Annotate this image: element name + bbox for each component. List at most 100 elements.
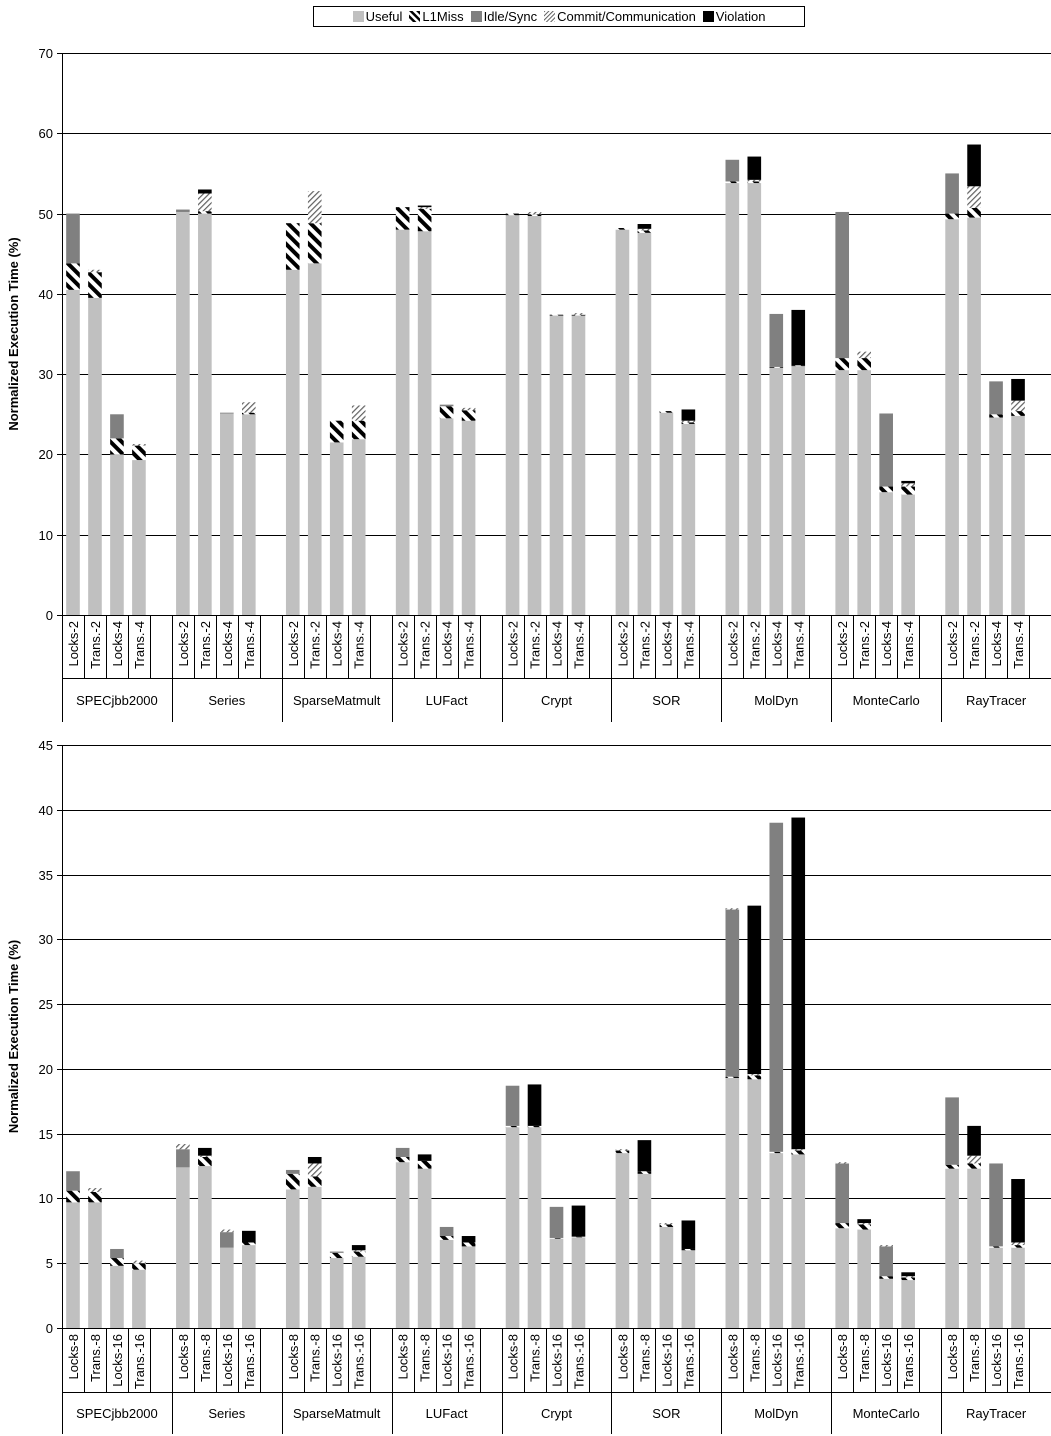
x-category-label: Trans.-16 [681, 1334, 696, 1389]
bar-lufact-trans-16-useful [461, 1246, 476, 1328]
bar-sor-locks-4-useful [659, 412, 674, 615]
x-category-label: Trans.-4 [791, 621, 806, 669]
bar-lufact-locks-16-idle-sync [439, 1226, 454, 1237]
legend-label: Commit/Communication [557, 9, 696, 24]
bar-moldyn-locks-2-idle-sync [725, 159, 740, 182]
bar-series-locks-8-commit-communication [176, 1144, 190, 1150]
bar-moldyn-trans-2-l1miss [747, 181, 762, 184]
bar-lufact-locks-4-l1miss [439, 406, 454, 419]
legend-swatch [409, 11, 421, 22]
bar-raytracer-locks-2-l1miss [945, 213, 959, 220]
bar-specjbb2000-locks-4-useful [110, 454, 124, 615]
y-tick-label: 70 [39, 46, 53, 61]
bar-sor-trans-4-violation [681, 409, 696, 421]
bar-sparsematmult-locks-8-idle-sync [285, 1169, 300, 1174]
x-group-label: MolDyn [754, 693, 798, 708]
bar-moldyn-locks-8-commit-communication [725, 908, 740, 910]
bar-sparsematmult-trans-8-commit-communication [307, 1163, 322, 1177]
x-category-label: Locks-8 [835, 1334, 850, 1380]
chart-top: 0 10 20 30 40 50 60 70 Normalized Execution Time… [6, 46, 1051, 722]
y-axis-label: Normalized Execution Time (%) [6, 237, 21, 430]
y-axis-label: Normalized Execution Time (%) [6, 940, 21, 1133]
bar-montecarlo-locks-16-commit-communication [879, 1245, 893, 1247]
bar-series-locks-16-commit-communication [220, 1229, 234, 1233]
bar-series-trans-16-l1miss [241, 1242, 256, 1246]
bar-raytracer-locks-8-idle-sync [945, 1097, 959, 1165]
bar-sor-trans-4-commit-communication [681, 420, 696, 423]
bar-sparsematmult-trans-8-violation [307, 1156, 322, 1164]
bar-specjbb2000-locks-16-l1miss [110, 1258, 124, 1266]
bar-specjbb2000-trans-2-commit-communication [88, 269, 102, 273]
bar-specjbb2000-locks-8-idle-sync [66, 1171, 80, 1191]
bar-sparsematmult-trans-16-commit-communication [351, 1250, 366, 1252]
x-category-label: Trans.-16 [901, 1334, 916, 1389]
x-category-label: Locks-8 [396, 1334, 411, 1380]
x-category-label: Locks-2 [396, 621, 411, 667]
legend-swatch [352, 11, 364, 22]
bar-sor-locks-8-useful [615, 1153, 630, 1328]
bar-series-trans-16-useful [241, 1245, 256, 1328]
bar-moldyn-trans-16-violation [791, 817, 806, 1150]
x-category-label: Trans.-2 [967, 621, 982, 669]
bar-raytracer-trans-4-l1miss [1011, 411, 1025, 416]
bar-sparsematmult-trans-2-commit-communication [307, 191, 322, 224]
bar-montecarlo-locks-2-l1miss [835, 358, 850, 371]
x-category-label: Locks-2 [176, 621, 191, 667]
bar-lufact-trans-16-violation [461, 1236, 476, 1243]
bar-montecarlo-trans-2-useful [857, 370, 872, 615]
bar-lufact-trans-8-useful [417, 1168, 432, 1328]
x-category-label: Trans.-4 [132, 621, 147, 669]
bar-sor-locks-4-l1miss [659, 411, 674, 413]
bar-series-locks-2-idle-sync [176, 209, 190, 212]
bar-sparsematmult-trans-4-commit-communication [351, 405, 366, 421]
x-category-label: Trans.-16 [462, 1334, 477, 1389]
bar-crypt-trans-8-l1miss [527, 1125, 542, 1128]
x-category-label: Trans.-8 [857, 1334, 872, 1382]
bar-sor-trans-8-violation [637, 1140, 652, 1172]
x-category-label: Trans.-8 [198, 1334, 213, 1382]
legend-swatch [470, 11, 482, 22]
bar-moldyn-trans-8-violation [747, 905, 762, 1075]
x-category-label: Trans.-8 [967, 1334, 982, 1382]
bar-sparsematmult-trans-8-useful [307, 1186, 322, 1328]
bar-sor-trans-8-l1miss [637, 1171, 652, 1174]
bar-specjbb2000-trans-16-l1miss [132, 1263, 146, 1270]
x-category-label: Locks-4 [769, 621, 784, 667]
y-tick-label: 35 [39, 868, 53, 883]
y-tick-label: 15 [39, 1127, 53, 1142]
y-tick-label: 30 [39, 932, 53, 947]
bar-raytracer-locks-4-idle-sync [989, 381, 1003, 415]
bar-specjbb2000-locks-16-useful [110, 1265, 124, 1328]
bar-raytracer-locks-4-useful [989, 417, 1003, 615]
bar-lufact-locks-16-useful [439, 1239, 454, 1328]
x-group-label: SparseMatmult [293, 1406, 381, 1421]
bar-montecarlo-trans-2-commit-communication [857, 351, 872, 359]
bar-montecarlo-trans-4-violation [901, 480, 915, 484]
bar-moldyn-trans-4-l1miss [791, 365, 806, 367]
bar-raytracer-trans-8-violation [967, 1125, 981, 1156]
x-category-label: Locks-16 [330, 1334, 345, 1387]
legend-item-violation: Violation [702, 9, 765, 24]
bar-sparsematmult-locks-16-useful [329, 1258, 344, 1328]
bar-sparsematmult-locks-4-useful [329, 442, 344, 615]
x-category-label: Trans.-2 [747, 621, 762, 669]
bar-crypt-trans-8-violation [527, 1084, 542, 1126]
legend-item-useful: Useful [352, 9, 402, 24]
x-category-label: Locks-16 [550, 1334, 565, 1387]
bar-montecarlo-locks-16-useful [879, 1278, 893, 1328]
legend-swatch [702, 11, 714, 22]
bar-montecarlo-locks-8-idle-sync [835, 1163, 850, 1224]
bar-lufact-trans-2-violation [417, 205, 432, 208]
x-category-label: Trans.-2 [637, 621, 652, 669]
x-category-label: Locks-4 [440, 621, 455, 667]
bar-crypt-trans-4-useful [571, 315, 586, 615]
x-category-label: Locks-2 [835, 621, 850, 667]
x-category-label: Locks-2 [725, 621, 740, 667]
y-tick-label: 45 [39, 740, 53, 753]
x-category-label: Locks-4 [989, 621, 1004, 667]
bar-moldyn-locks-16-l1miss [769, 1151, 784, 1154]
bar-sparsematmult-locks-16-l1miss [329, 1252, 344, 1259]
bar-sparsematmult-locks-2-useful [285, 269, 300, 615]
bar-sor-trans-4-useful [681, 423, 696, 615]
bar-montecarlo-trans-8-violation [857, 1219, 872, 1224]
